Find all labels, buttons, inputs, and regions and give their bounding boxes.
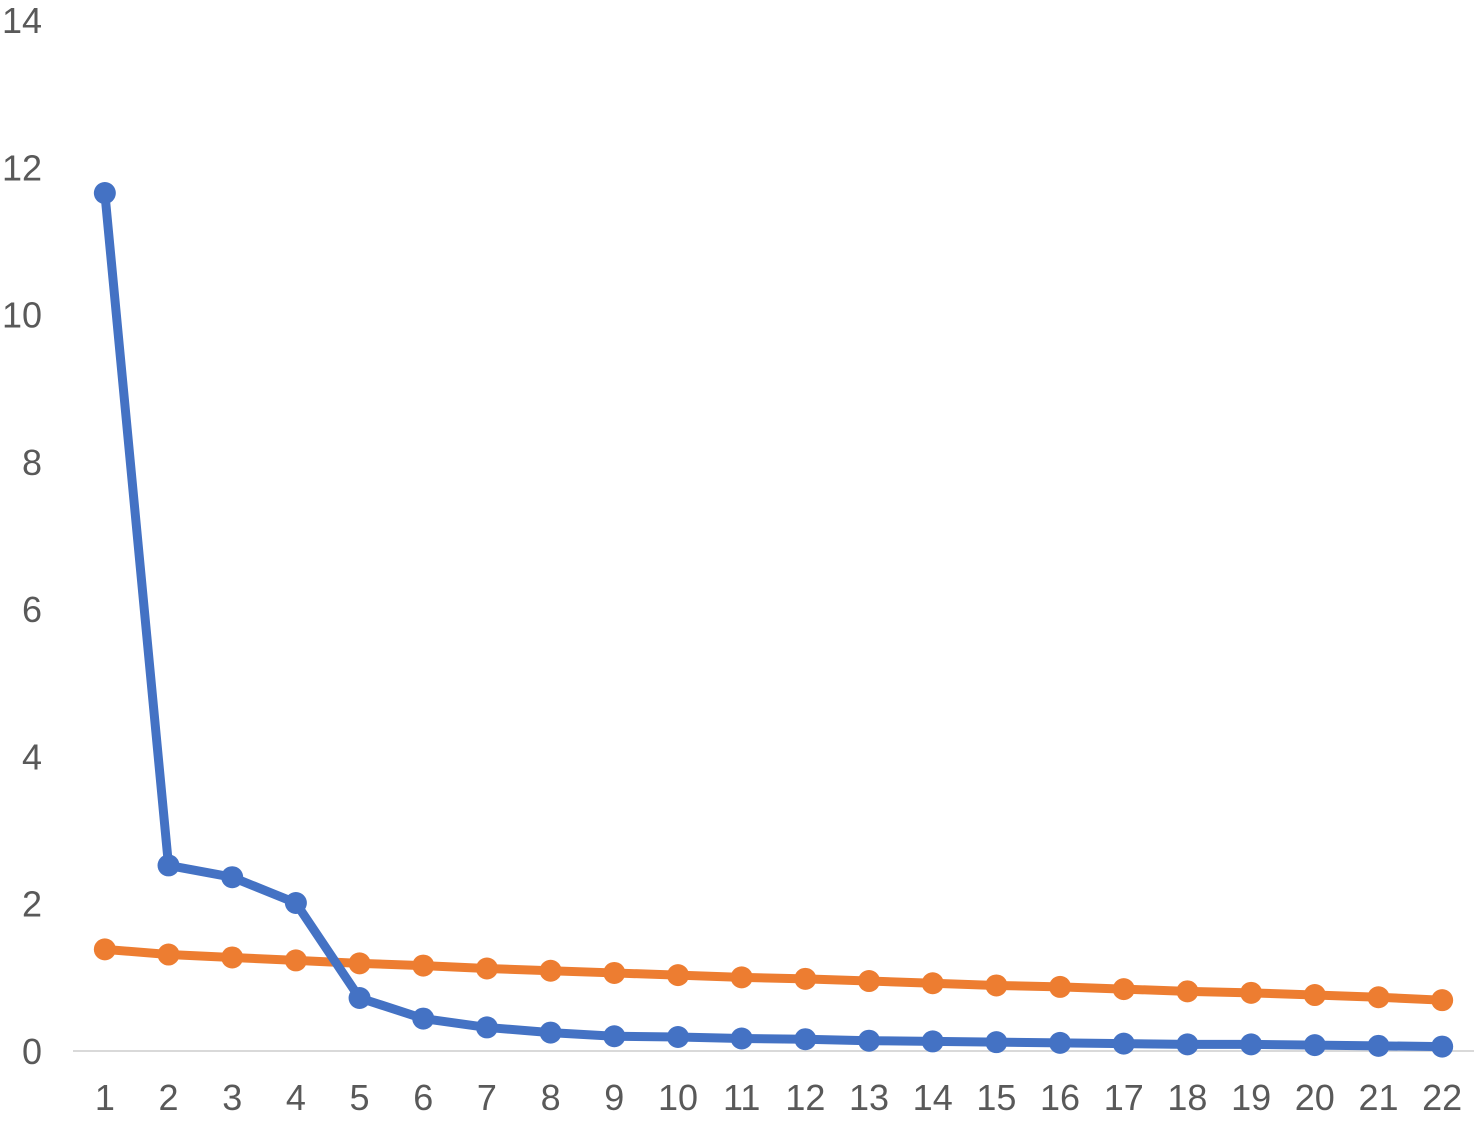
y-tick-label: 6 — [22, 589, 42, 630]
y-tick-label: 2 — [22, 884, 42, 925]
x-tick-label: 19 — [1231, 1077, 1271, 1118]
x-tick-label: 4 — [286, 1077, 306, 1118]
y-tick-label: 12 — [2, 147, 42, 188]
x-tick-label: 7 — [477, 1077, 497, 1118]
x-tick-label: 15 — [976, 1077, 1016, 1118]
x-tick-label: 8 — [541, 1077, 561, 1118]
x-tick-label: 10 — [658, 1077, 698, 1118]
series-2 — [93, 938, 1454, 1012]
series-2-point — [603, 961, 626, 984]
series-2-point — [539, 959, 562, 982]
series-1-point — [284, 891, 307, 914]
y-tick-label: 0 — [22, 1031, 42, 1072]
series-2-line — [104, 944, 1443, 1005]
series-1-point — [603, 1025, 626, 1048]
series-1-point — [666, 1026, 689, 1049]
x-tick-label: 18 — [1167, 1077, 1207, 1118]
y-tick-label: 14 — [2, 0, 42, 41]
x-tick-label: 17 — [1104, 1077, 1144, 1118]
x-tick-label: 22 — [1422, 1077, 1462, 1118]
series-1-point — [794, 1028, 817, 1051]
x-tick-label: 12 — [785, 1077, 825, 1118]
series-1-point — [412, 1007, 435, 1030]
series-2-point — [157, 943, 180, 966]
y-tick-label: 4 — [22, 736, 42, 777]
series-1-point — [858, 1029, 881, 1052]
series-2-point — [1112, 978, 1135, 1001]
series-1-point — [1303, 1034, 1326, 1057]
y-tick-label: 10 — [2, 295, 42, 336]
x-tick-label: 14 — [913, 1077, 953, 1118]
series-2-point — [348, 952, 371, 975]
x-tick-label: 21 — [1358, 1077, 1398, 1118]
series-2-point — [221, 946, 244, 969]
series-2-point — [921, 972, 944, 995]
y-axis-ticks: 0 2 4 6 8 10 12 14 — [2, 0, 42, 1072]
series-2-point — [475, 957, 498, 980]
series-1-point — [730, 1027, 753, 1050]
series-2-point — [93, 938, 116, 961]
series-2-point — [412, 954, 435, 977]
series-1-point — [1240, 1033, 1263, 1056]
x-tick-label: 1 — [95, 1077, 115, 1118]
x-tick-label: 11 — [723, 1077, 760, 1118]
series-2-point — [794, 967, 817, 990]
series-layer — [93, 182, 1454, 1058]
series-2-point — [1049, 975, 1072, 998]
series-1-point — [539, 1021, 562, 1044]
series-1-point — [348, 986, 371, 1009]
series-1 — [93, 182, 1454, 1058]
series-2-point — [1367, 986, 1390, 1009]
x-tick-label: 5 — [350, 1077, 370, 1118]
series-2-point — [985, 974, 1008, 997]
y-tick-label: 8 — [22, 442, 42, 483]
series-2-point — [1431, 989, 1454, 1012]
series-2-point — [284, 949, 307, 972]
x-tick-label: 16 — [1040, 1077, 1080, 1118]
series-1-point — [1431, 1035, 1454, 1058]
series-1-point — [1367, 1034, 1390, 1057]
series-1-point — [921, 1030, 944, 1053]
series-1-point — [157, 854, 180, 877]
series-1-point — [221, 866, 244, 889]
series-1-point — [985, 1031, 1008, 1054]
x-tick-label: 3 — [222, 1077, 242, 1118]
series-1-line — [100, 192, 1443, 1052]
x-tick-label: 6 — [413, 1077, 433, 1118]
x-axis-ticks: 1 2 3 4 5 6 7 8 9 10 11 12 13 14 15 16 17 18 19 20 21 22 — [95, 1077, 1462, 1118]
series-1-point — [1176, 1033, 1199, 1056]
series-1-point — [1049, 1031, 1072, 1054]
series-2-point — [858, 970, 881, 993]
x-tick-label: 9 — [604, 1077, 624, 1118]
x-tick-label: 13 — [849, 1077, 889, 1118]
series-1-point — [93, 182, 116, 205]
series-2-point — [730, 966, 753, 989]
series-2-point — [666, 964, 689, 987]
series-2-point — [1240, 981, 1263, 1004]
series-2-point — [1303, 984, 1326, 1007]
series-1-point — [475, 1016, 498, 1039]
x-tick-label: 2 — [159, 1077, 179, 1118]
series-2-point — [1176, 980, 1199, 1003]
series-1-point — [1112, 1032, 1135, 1055]
x-tick-label: 20 — [1295, 1077, 1335, 1118]
